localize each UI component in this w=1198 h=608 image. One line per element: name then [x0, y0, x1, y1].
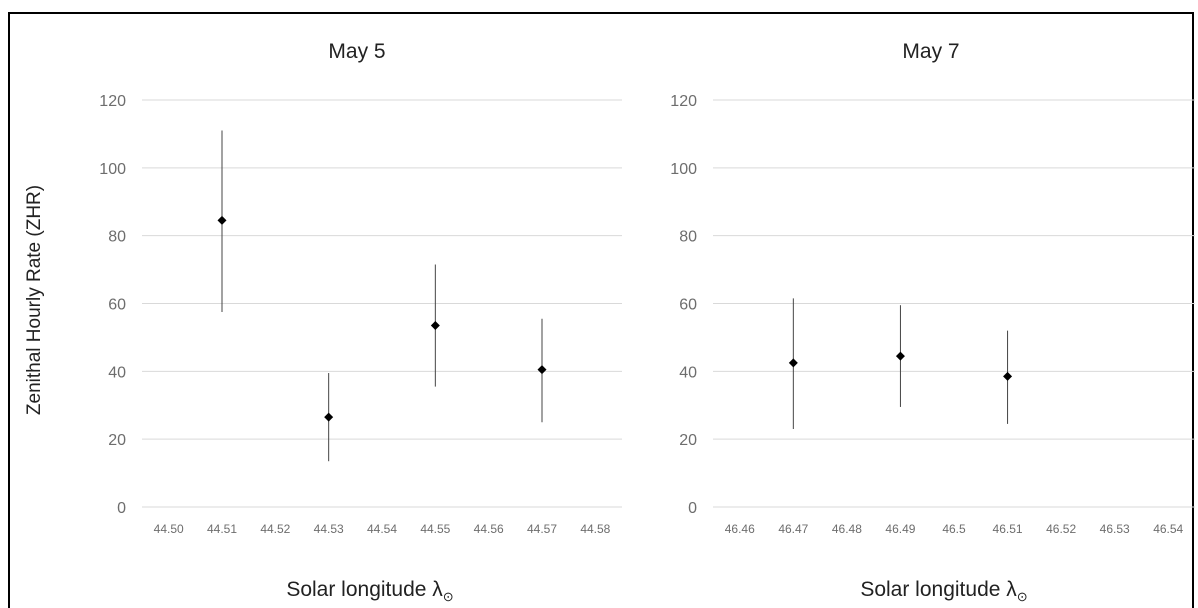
x-tick-label: 46.51 — [993, 522, 1023, 536]
y-tick-label: 80 — [108, 229, 126, 246]
y-tick-label: 60 — [108, 297, 126, 314]
x-tick-label: 46.5 — [942, 522, 966, 536]
chart-title: May 7 — [902, 40, 959, 63]
x-tick-label: 46.53 — [1100, 522, 1130, 536]
y-tick-label: 40 — [108, 364, 126, 381]
x-tick-label: 44.54 — [367, 522, 397, 536]
x-tick-label: 46.52 — [1046, 522, 1076, 536]
x-tick-label: 44.51 — [207, 522, 237, 536]
y-tick-label: 40 — [679, 364, 697, 381]
figure-frame — [8, 12, 1194, 608]
chart-panel-1: 0 20 40 60 80 100 120 44.50 44.51 44.52 44.53 44.54… — [99, 40, 622, 604]
x-tick-label: 44.57 — [527, 522, 557, 536]
x-tick-label: 44.58 — [580, 522, 610, 536]
data-point — [537, 365, 547, 375]
data-point — [788, 358, 798, 368]
data-point — [217, 215, 227, 225]
x-axis-label-sun-symbol: ⊙ — [443, 589, 454, 604]
y-tick-label: 20 — [679, 432, 697, 449]
x-axis-label-text: Solar longitude λ — [860, 578, 1017, 601]
data-point — [895, 351, 905, 361]
x-tick-label: 44.56 — [474, 522, 504, 536]
x-tick-label: 46.48 — [832, 522, 862, 536]
x-axis-label-text: Solar longitude λ — [286, 578, 443, 601]
x-axis-label: Solar longitude λ⊙ — [860, 578, 1027, 604]
y-tick-label: 0 — [117, 500, 126, 517]
y-tick-label: 120 — [99, 93, 126, 110]
shared-y-axis-label: Zenithal Hourly Rate (ZHR) — [24, 185, 45, 415]
y-tick-label: 100 — [99, 161, 126, 178]
x-axis-label: Solar longitude λ⊙ — [286, 578, 453, 604]
x-tick-label: 44.53 — [314, 522, 344, 536]
data-point — [430, 321, 440, 331]
data-point — [324, 412, 334, 422]
x-tick-label: 44.52 — [260, 522, 290, 536]
y-tick-label: 120 — [670, 93, 697, 110]
x-axis-label-sun-symbol: ⊙ — [1017, 589, 1028, 604]
y-tick-label: 20 — [108, 432, 126, 449]
y-tick-label: 80 — [679, 229, 697, 246]
x-tick-label: 46.54 — [1153, 522, 1183, 536]
y-tick-label: 60 — [679, 297, 697, 314]
x-tick-label: 46.47 — [778, 522, 808, 536]
x-tick-label: 44.55 — [420, 522, 450, 536]
x-tick-label: 46.49 — [885, 522, 915, 536]
data-point — [1003, 371, 1013, 381]
x-tick-label: 44.50 — [154, 522, 184, 536]
y-tick-label: 0 — [688, 500, 697, 517]
chart-title: May 5 — [328, 40, 385, 63]
y-tick-label: 100 — [670, 161, 697, 178]
x-tick-label: 46.46 — [725, 522, 755, 536]
